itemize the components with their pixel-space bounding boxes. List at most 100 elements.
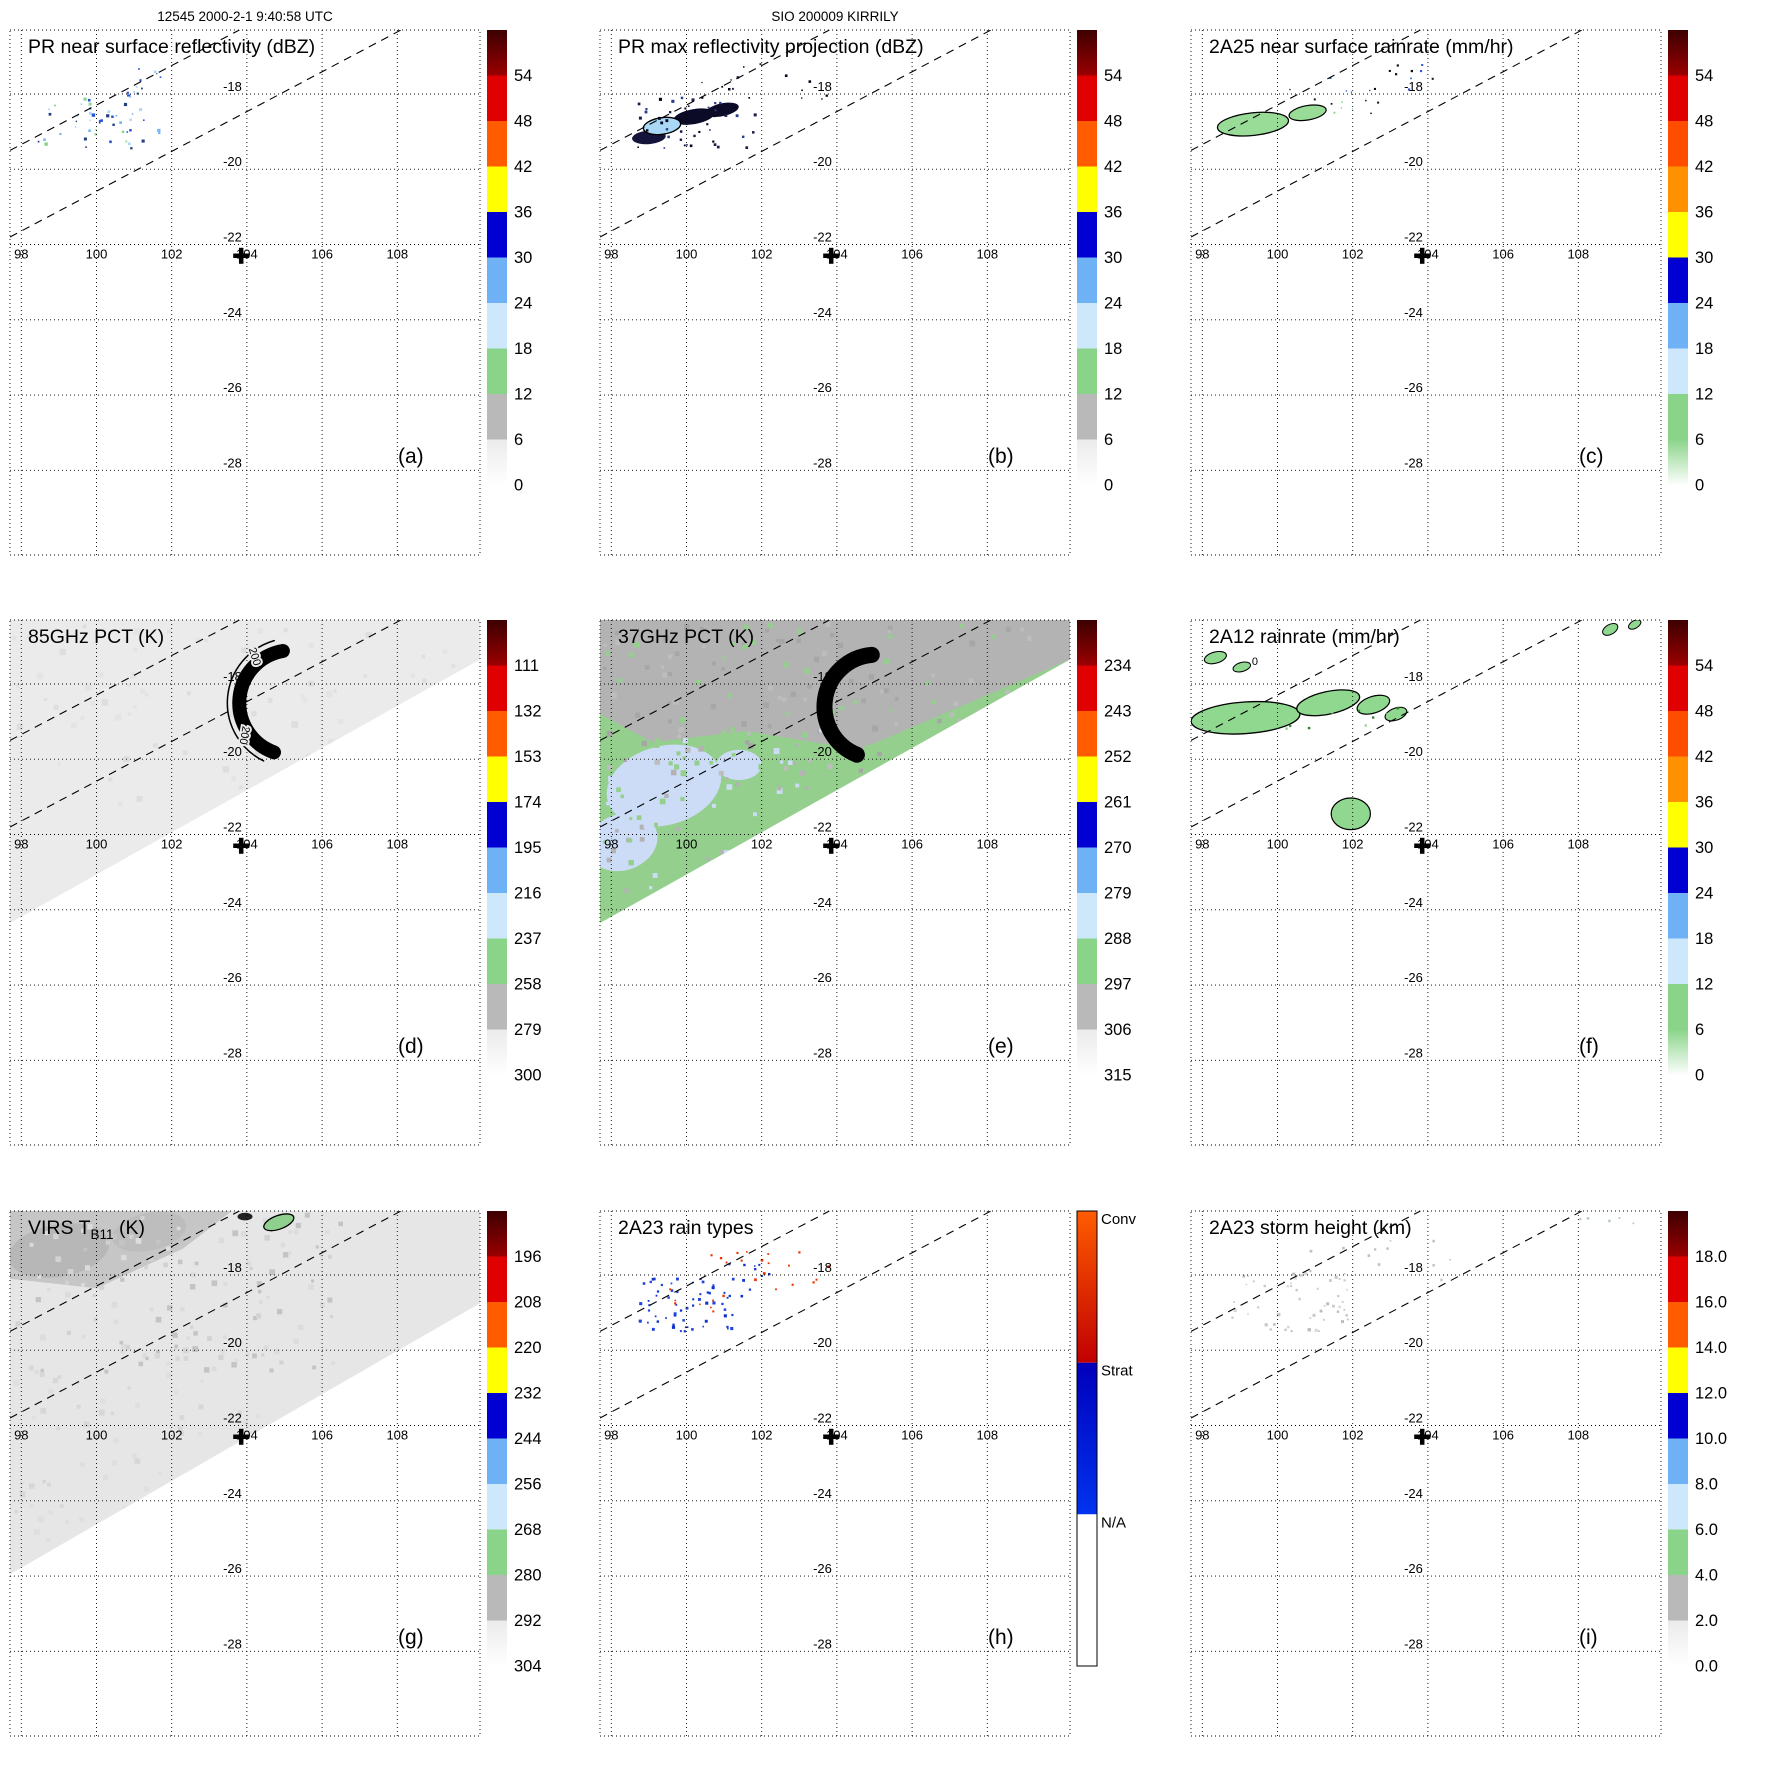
colorbar-tick-label: 48 (514, 113, 532, 131)
colorbar-segment (1667, 1392, 1688, 1439)
cyclone-center-marker (823, 1428, 840, 1445)
colorbar-tick-label: 0 (1104, 477, 1113, 495)
colorbar-tick-label: 111 (514, 657, 539, 675)
data-blob (1384, 707, 1407, 722)
lon-label: 106 (902, 1427, 924, 1442)
colorbar-tick-label: 36 (1104, 204, 1122, 222)
panel-f: 098100102104106108-18-20-22-24-26-282A12… (1181, 590, 1771, 1180)
data-layer (600, 30, 992, 238)
colorbar-tick-label: 54 (1104, 67, 1122, 85)
colorbar-tick-label: 24 (1104, 295, 1122, 313)
swath-clipped-layer (10, 1210, 343, 1556)
pr-swath-edge (600, 620, 992, 828)
data-speckles (1308, 1239, 1451, 1282)
colorbar-tick-label: 0 (1695, 1067, 1704, 1085)
lat-label: -22 (1404, 230, 1423, 245)
data-speckles (1330, 99, 1379, 115)
lat-label: -18 (1404, 669, 1423, 684)
data-blob (1356, 694, 1390, 716)
colorbar-segment (1667, 893, 1688, 940)
panel-h: 98100102104106108-18-20-22-24-26-282A23 … (590, 1181, 1180, 1771)
pr-swath-edge (10, 30, 402, 238)
panel-letter: (b) (988, 445, 1014, 468)
lon-label: 100 (1266, 837, 1288, 852)
grid-labels: 98100102104106108-18-20-22-24-26-28 (604, 79, 998, 470)
lon-label: 100 (676, 247, 698, 262)
data-blob (642, 116, 682, 136)
lon-label: 100 (86, 247, 108, 262)
colorbar-tick-label: 16.0 (1695, 1293, 1727, 1311)
lon-label: 108 (386, 837, 408, 852)
data-blob (705, 102, 740, 117)
lon-label: 108 (977, 837, 999, 852)
lon-label: 102 (1342, 1427, 1364, 1442)
colorbar-tick-label: 174 (514, 794, 542, 812)
colorbar-segment (1077, 257, 1098, 304)
colorbar-tick-label: 216 (514, 885, 542, 903)
panel-title: PR near surface reflectivity (dBZ) (28, 36, 315, 58)
panel-letter: (g) (398, 1626, 424, 1649)
grid-labels: 98100102104106108-18-20-22-24-26-28 (14, 79, 408, 470)
lon-label: 98 (604, 247, 618, 262)
grid-lines (1190, 1210, 1662, 1737)
lon-label: 106 (311, 1427, 333, 1442)
lon-label: 102 (751, 837, 773, 852)
colorbar-segment (1077, 711, 1098, 758)
colorbar-segment (1077, 166, 1098, 213)
colorbar-segment (1667, 1574, 1688, 1621)
colorbar-segment (487, 30, 507, 76)
colorbar-segment (1667, 394, 1688, 440)
lon-label: 100 (1266, 1427, 1288, 1442)
colorbar-tick-label: 12 (1695, 976, 1713, 994)
colorbar-tick-label: 304 (514, 1657, 542, 1675)
colorbar-tick-label: 279 (1104, 885, 1132, 903)
colorbar-tick-label: 48 (1104, 113, 1122, 131)
colorbar-tick-label: 18 (1695, 930, 1713, 948)
lon-label: 100 (1266, 247, 1288, 262)
grid-lines (9, 619, 481, 1146)
colorbar-segment (1667, 802, 1688, 849)
data-blob (1190, 701, 1301, 735)
colorbar-segment (1077, 30, 1098, 76)
swath-clipped-layer (600, 620, 1071, 908)
cyclone-center-marker (1413, 1428, 1430, 1445)
data-blob (1232, 661, 1251, 673)
grid-lines (9, 1210, 481, 1737)
panel-g: 98100102104106108-18-20-22-24-26-28VIRS … (0, 1181, 590, 1771)
colorbar-category-label: N/A (1101, 1514, 1126, 1531)
map-border (1190, 1210, 1662, 1737)
colorbar-segment (487, 847, 507, 894)
data-blob (1216, 111, 1289, 137)
colorbar-segment (1667, 1483, 1688, 1530)
contour-label: 0 (1251, 657, 1257, 669)
colorbar-tick-label: 6 (514, 431, 523, 449)
colorbar-tick-label: 54 (1695, 67, 1713, 85)
panel-title: 85GHz PCT (K) (28, 626, 164, 648)
colorbar-tick-label: 132 (514, 703, 542, 721)
colorbar-tick-label: 30 (1695, 249, 1713, 267)
map-border (9, 619, 481, 1146)
data-speckles (669, 1288, 726, 1313)
colorbar-segment (487, 1438, 507, 1485)
data-blob (1288, 104, 1327, 122)
data-blob (1295, 689, 1360, 717)
colorbar-tick-label: 258 (514, 976, 542, 994)
lon-label: 108 (977, 247, 999, 262)
colorbar-segment (487, 1483, 507, 1530)
pr-swath-edge (1190, 30, 1421, 151)
lat-label: -28 (223, 1046, 242, 1061)
data-blob (1627, 620, 1642, 631)
lat-label: -18 (223, 79, 242, 94)
colorbar: 111 132 153 174 195 216 237 258 279 300 (487, 620, 542, 1085)
colorbar-segment (1077, 121, 1098, 167)
colorbar-segment (1077, 802, 1098, 849)
lat-label: -18 (813, 1260, 832, 1275)
lat-label: -28 (813, 455, 832, 470)
colorbar-segment (1077, 348, 1098, 395)
data-layer: 0 (1190, 620, 1642, 831)
lat-label: -20 (813, 154, 832, 169)
colorbar-segment (1667, 711, 1688, 758)
